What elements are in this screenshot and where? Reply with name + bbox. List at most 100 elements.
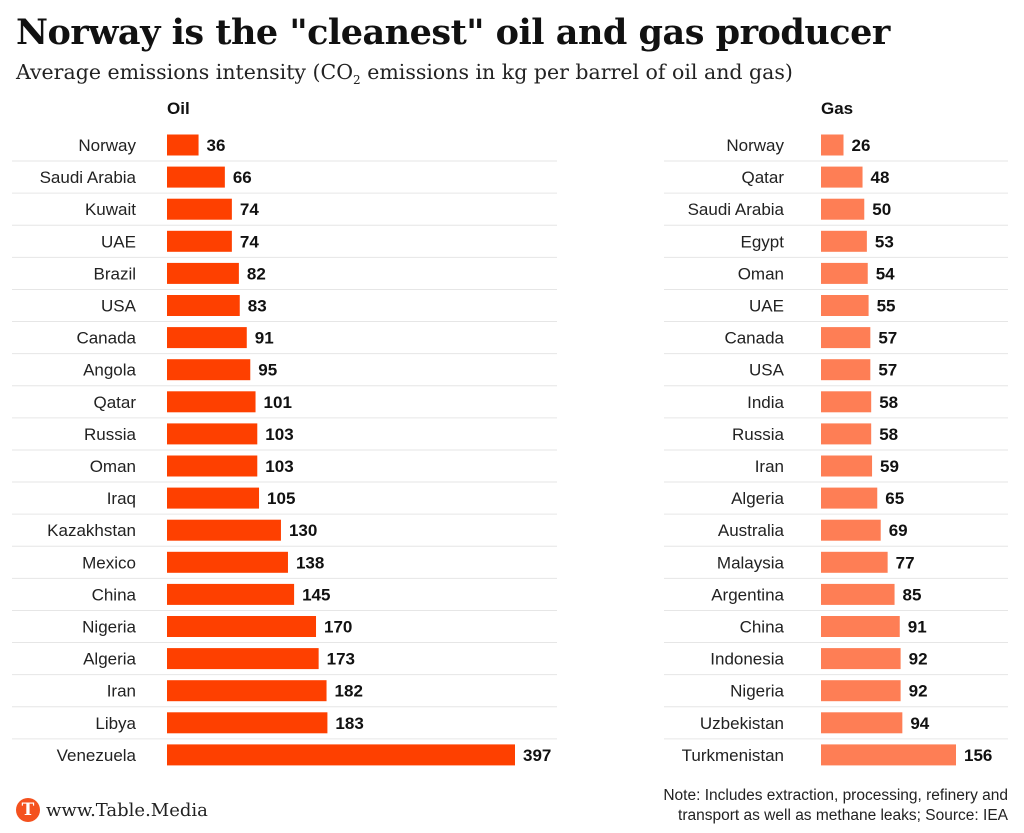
- oil-category-label: Iran: [107, 682, 136, 701]
- gas-value-label: 77: [896, 553, 915, 572]
- table-media-logo-icon: T: [16, 798, 40, 822]
- gas-category-label: Indonesia: [710, 650, 784, 669]
- oil-bar: [167, 423, 258, 445]
- gas-category-label: Iran: [755, 457, 784, 476]
- gas-value-label: 91: [908, 618, 927, 637]
- gas-bar: [821, 551, 888, 573]
- oil-bar: [167, 712, 328, 734]
- oil-value-label: 105: [267, 489, 295, 508]
- gas-value-label: 65: [885, 489, 904, 508]
- oil-bar: [167, 519, 281, 541]
- gas-category-label: Egypt: [741, 232, 785, 251]
- gas-category-label: Norway: [726, 136, 784, 155]
- oil-bar: [167, 616, 317, 637]
- oil-value-label: 74: [240, 200, 259, 219]
- gas-category-label: Uzbekistan: [700, 714, 784, 733]
- oil-category-label: Kazakhstan: [47, 521, 136, 540]
- gas-bar: [821, 744, 956, 766]
- gas-category-label: USA: [749, 361, 785, 380]
- oil-category-label: USA: [101, 297, 137, 316]
- gas-category-label: Malaysia: [717, 553, 785, 572]
- gas-category-label: Nigeria: [730, 682, 784, 701]
- gas-value-label: 54: [876, 264, 895, 283]
- gas-bar: [821, 230, 867, 252]
- gas-value-label: 48: [871, 168, 890, 187]
- oil-category-label: Mexico: [82, 553, 136, 572]
- gas-category-label: India: [747, 393, 784, 412]
- gas-value-label: 92: [909, 650, 928, 669]
- oil-category-label: Saudi Arabia: [40, 168, 137, 187]
- oil-category-label: Kuwait: [85, 200, 136, 219]
- subtitle-subscript: 2: [353, 73, 361, 88]
- oil-category-label: Norway: [78, 136, 136, 155]
- gas-value-label: 26: [852, 136, 871, 155]
- oil-bar: [167, 134, 199, 156]
- oil-value-label: 36: [207, 136, 226, 155]
- oil-value-label: 183: [335, 714, 363, 733]
- gas-bar: [821, 423, 872, 445]
- oil-bar: [167, 359, 251, 381]
- gas-value-label: 92: [909, 682, 928, 701]
- gas-value-label: 156: [964, 746, 992, 765]
- oil-value-label: 173: [327, 650, 355, 669]
- oil-value-label: 170: [324, 618, 352, 637]
- oil-category-label: Venezuela: [57, 746, 137, 765]
- oil-value-label: 91: [255, 329, 274, 348]
- gas-bar: [821, 616, 900, 637]
- gas-bar: [821, 487, 878, 509]
- oil-category-label: Russia: [84, 425, 137, 444]
- oil-value-label: 145: [302, 585, 330, 604]
- subtitle-text-end: emissions in kg per barrel of oil and ga…: [360, 60, 793, 84]
- gas-category-label: Russia: [732, 425, 785, 444]
- gas-value-label: 85: [903, 585, 922, 604]
- oil-category-label: Nigeria: [82, 618, 136, 637]
- gas-bar: [821, 198, 865, 220]
- oil-value-label: 66: [233, 168, 252, 187]
- gas-bar: [821, 583, 895, 605]
- gas-value-label: 57: [878, 329, 897, 348]
- gas-bar: [821, 712, 903, 734]
- gas-value-label: 94: [910, 714, 929, 733]
- oil-category-label: Oman: [90, 457, 136, 476]
- oil-value-label: 138: [296, 553, 324, 572]
- oil-bar: [167, 551, 288, 573]
- bar-charts: Oil Norway 36 Saudi Arabia 66 Kuwait 74 UAE 74 Br…: [12, 99, 1008, 766]
- gas-category-label: UAE: [749, 297, 784, 316]
- oil-bar: [167, 391, 256, 413]
- gas-value-label: 69: [889, 521, 908, 540]
- oil-bar: [167, 230, 232, 252]
- oil-bar: [167, 487, 260, 509]
- oil-bar: [167, 166, 225, 188]
- oil-value-label: 95: [258, 361, 277, 380]
- gas-value-label: 58: [879, 393, 898, 412]
- brand-logo[interactable]: T www.Table.Media: [16, 798, 208, 822]
- brand-site-link[interactable]: www.Table.Media: [46, 799, 208, 821]
- oil-category-label: Libya: [95, 714, 136, 733]
- gas-bar: [821, 391, 872, 413]
- gas-bar: [821, 262, 868, 284]
- gas-bar: [821, 648, 901, 670]
- note-line-2: transport as well as methane leaks; Sour…: [678, 807, 1008, 824]
- oil-value-label: 130: [289, 521, 317, 540]
- oil-bar: [167, 680, 327, 702]
- oil-bar: [167, 744, 515, 766]
- gas-bar: [821, 134, 844, 156]
- oil-value-label: 101: [264, 393, 292, 412]
- oil-bar: [167, 295, 240, 316]
- gas-bar: [821, 359, 871, 381]
- gas-category-label: China: [740, 618, 785, 637]
- gas-bar: [821, 327, 871, 349]
- gas-category-label: Turkmenistan: [682, 746, 784, 765]
- oil-category-label: Brazil: [93, 264, 136, 283]
- gas-value-label: 53: [875, 232, 894, 251]
- gas-value-label: 57: [878, 361, 897, 380]
- gas-category-label: Saudi Arabia: [688, 200, 785, 219]
- oil-bar: [167, 583, 295, 605]
- oil-value-label: 103: [265, 425, 293, 444]
- gas-category-label: Canada: [724, 329, 784, 348]
- gas-panel-title: Gas: [821, 99, 853, 118]
- oil-panel-title: Oil: [167, 99, 190, 118]
- gas-bar: [821, 166, 863, 188]
- gas-category-label: Argentina: [711, 585, 784, 604]
- oil-bar: [167, 648, 319, 670]
